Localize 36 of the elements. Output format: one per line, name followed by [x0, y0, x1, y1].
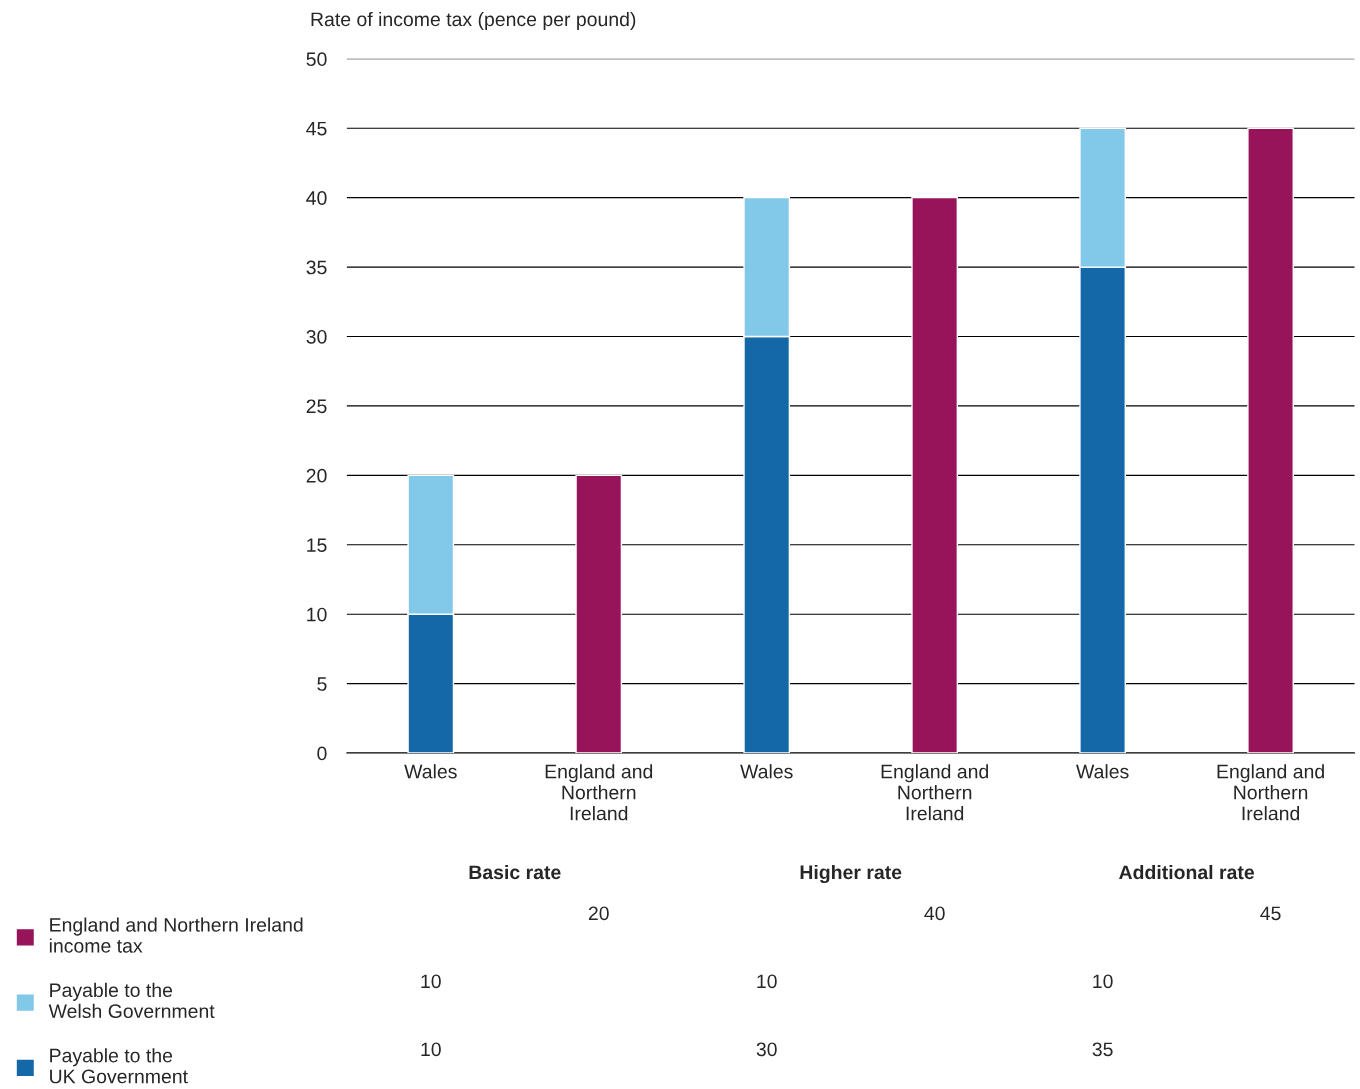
y-tick-label: 30 — [306, 329, 327, 344]
legend-label: England and Northern Ireland income tax — [49, 917, 303, 953]
y-tick-label: 45 — [306, 121, 327, 136]
text: Basic rate — [469, 864, 561, 880]
data-label: 30 — [756, 1042, 777, 1057]
data-label: 45 — [1260, 906, 1281, 921]
y-axis-title: Rate of income tax (pence per pound) — [311, 11, 636, 31]
x-tick-label: Wales — [1076, 764, 1129, 779]
data-label: 35 — [1092, 1042, 1113, 1057]
data-label: 20 — [588, 906, 609, 921]
bar — [911, 196, 959, 754]
data-label: 40 — [924, 906, 945, 921]
y-tick-label: 25 — [306, 399, 327, 414]
data-label: 10 — [421, 974, 441, 989]
y-tick-label: 50 — [306, 52, 327, 67]
x-tick-label: England and Northern Ireland — [1217, 764, 1324, 821]
bar — [575, 474, 623, 754]
data-label: 10 — [757, 974, 777, 989]
text: Higher rate — [800, 864, 902, 884]
y-tick-label: 5 — [317, 677, 327, 691]
y-tick-label: 15 — [307, 538, 327, 553]
text: Additional rate — [1119, 864, 1254, 880]
x-tick-label: Wales — [404, 764, 457, 779]
bar — [1247, 127, 1294, 754]
y-tick-label: 20 — [306, 468, 327, 483]
data-label: 10 — [421, 1042, 441, 1057]
y-tick-label: 40 — [306, 191, 327, 205]
y-tick-label: 10 — [307, 607, 327, 622]
x-tick-label: Wales — [740, 764, 793, 779]
y-tick-label: 35 — [306, 260, 327, 275]
legend-label: Payable to the UK Government — [50, 1048, 188, 1084]
y-tick-label: 0 — [317, 746, 327, 761]
x-tick-label: England and Northern Ireland — [881, 764, 989, 821]
x-tick-label: England and Northern Ireland — [545, 764, 653, 821]
data-label: 10 — [1093, 974, 1113, 989]
legend-label: Payable to the Welsh Government — [48, 982, 215, 1019]
